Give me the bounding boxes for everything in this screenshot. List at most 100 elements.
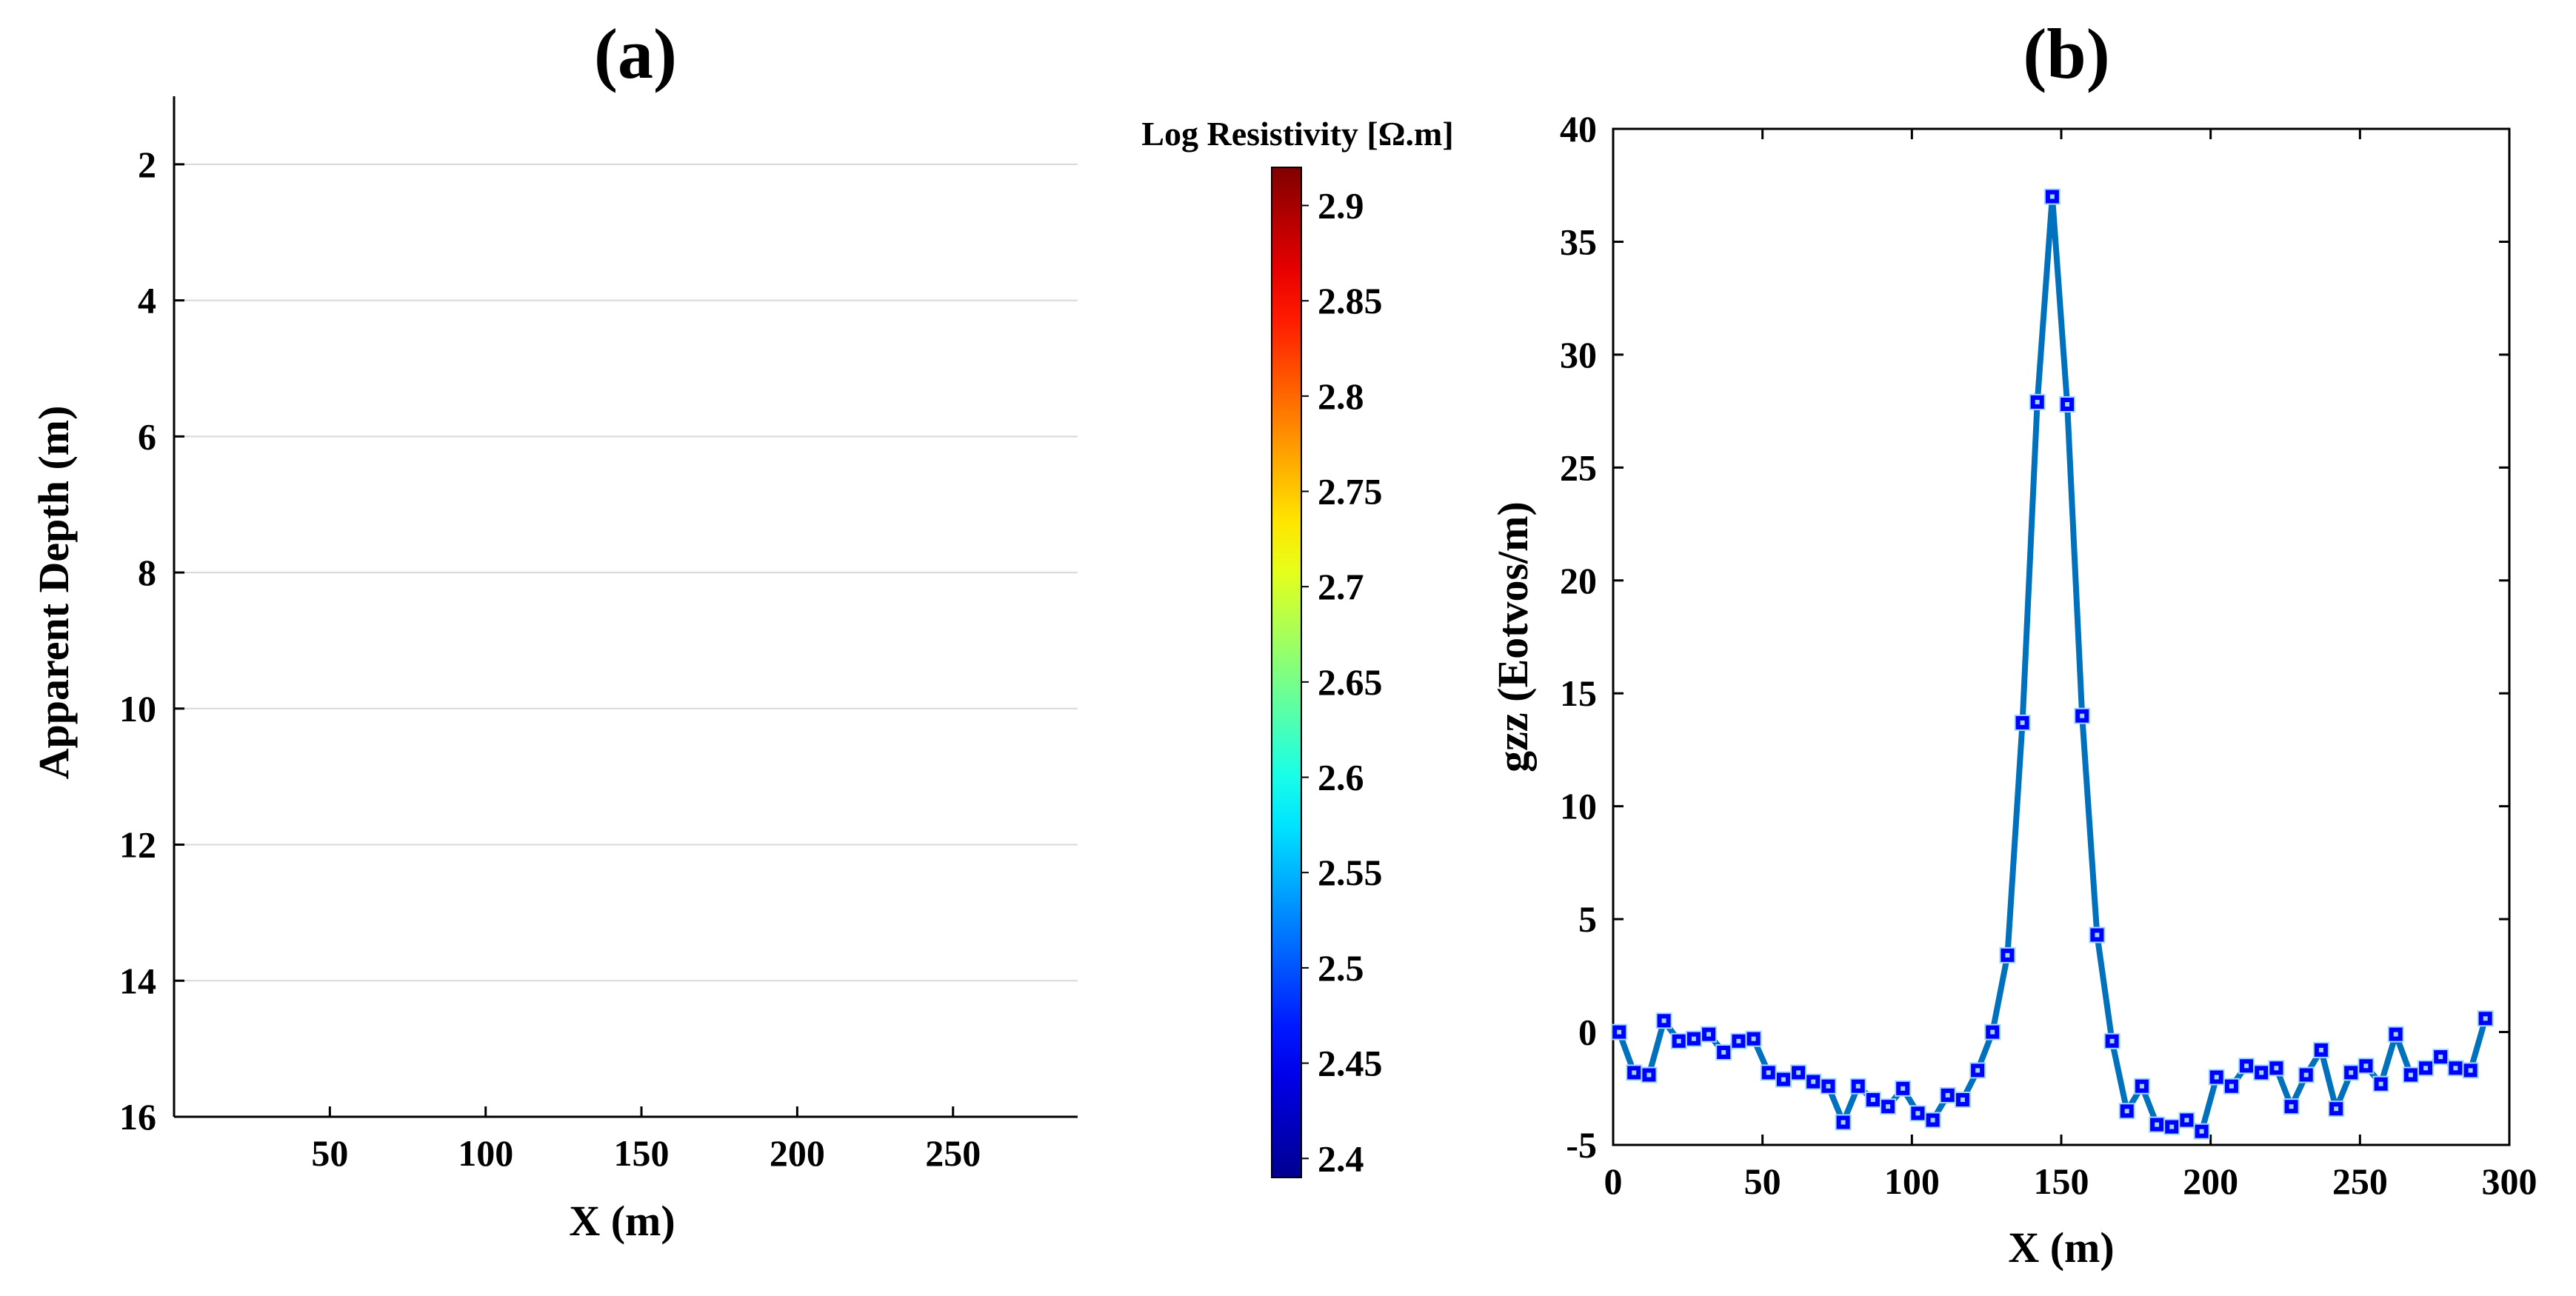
heatmap-cell — [322, 130, 330, 148]
heatmap-cell — [790, 130, 798, 148]
heatmap-cell — [766, 794, 774, 812]
heatmap-cell — [439, 624, 447, 641]
heatmap-cell — [961, 828, 969, 846]
heatmap-cell — [750, 181, 758, 199]
heatmap-cell — [298, 335, 307, 353]
heatmap-cell — [992, 419, 1000, 437]
heatmap-cell — [914, 794, 922, 812]
heatmap-cell — [1000, 504, 1008, 522]
heatmap-cell — [883, 181, 891, 199]
heatmap-cell — [307, 96, 315, 114]
heatmap-cell — [447, 318, 455, 335]
heatmap-cell — [673, 233, 681, 250]
heatmap-cell — [345, 436, 353, 454]
heatmap-cell — [478, 743, 486, 761]
heatmap-cell — [930, 862, 938, 880]
heatmap-cell — [501, 589, 510, 607]
heatmap-cell — [439, 641, 447, 658]
heatmap-cell — [844, 369, 852, 387]
heatmap-cell — [244, 130, 253, 148]
heatmap-cell — [283, 96, 291, 114]
heatmap-cell — [1007, 267, 1015, 284]
heatmap-cell — [229, 216, 237, 233]
heatmap-cell — [602, 267, 610, 284]
heatmap-cell — [548, 862, 556, 880]
heatmap-cell — [836, 709, 844, 727]
heatmap-cell — [891, 164, 899, 182]
heatmap-cell — [641, 794, 650, 812]
heatmap-cell — [657, 777, 665, 795]
heatmap-cell — [517, 233, 525, 250]
heatmap-cell — [953, 96, 961, 114]
heatmap-cell — [330, 504, 338, 522]
heatmap-cell — [548, 589, 556, 607]
heatmap-cell — [579, 675, 587, 692]
heatmap-cell — [400, 777, 408, 795]
heatmap-cell — [696, 895, 704, 913]
heatmap-cell — [517, 402, 525, 420]
heatmap-cell — [735, 385, 743, 403]
heatmap-cell — [602, 692, 610, 709]
heatmap-cell — [579, 641, 587, 658]
heatmap-cell — [221, 402, 229, 420]
heatmap-cell — [976, 130, 984, 148]
heatmap-cell — [743, 624, 751, 641]
heatmap-cell — [891, 879, 899, 897]
heatmap-cell — [416, 675, 424, 692]
heatmap-cell — [548, 828, 556, 846]
heatmap-cell — [634, 794, 642, 812]
heatmap-cell — [914, 216, 922, 233]
heatmap-cell — [626, 147, 634, 165]
heatmap-cell — [198, 198, 206, 216]
heatmap-cell — [898, 335, 907, 353]
heatmap-cell — [743, 709, 751, 727]
heatmap-cell — [750, 845, 758, 863]
heatmap-cell — [548, 436, 556, 454]
heatmap-cell — [533, 96, 541, 114]
heatmap-cell — [860, 233, 868, 250]
heatmap-cell — [650, 436, 658, 454]
heatmap-cell — [400, 352, 408, 370]
heatmap-cell — [610, 760, 618, 778]
heatmap-cell — [743, 453, 751, 471]
heatmap-cell — [743, 267, 751, 284]
heatmap-cell — [727, 538, 735, 556]
heatmap-cell — [322, 760, 330, 778]
heatmap-cell — [267, 658, 276, 675]
heatmap-cell — [665, 301, 673, 318]
heatmap-cell — [719, 402, 727, 420]
heatmap-cell — [424, 164, 432, 182]
heatmap-cell — [267, 453, 276, 471]
heatmap-cell — [1023, 402, 1031, 420]
heatmap-cell — [898, 726, 907, 744]
heatmap-cell — [984, 318, 992, 335]
heatmap-cell — [961, 658, 969, 675]
heatmap-cell — [1038, 284, 1047, 301]
heatmap-cell — [898, 589, 907, 607]
heatmap-cell — [774, 658, 782, 675]
heatmap-cell — [610, 538, 618, 556]
heatmap-cell — [766, 504, 774, 522]
heatmap-cell — [517, 828, 525, 846]
heatmap-cell — [930, 589, 938, 607]
heatmap-cell — [704, 538, 712, 556]
heatmap-cell — [322, 96, 330, 114]
heatmap-cell — [455, 385, 463, 403]
heatmap-cell — [267, 504, 276, 522]
heatmap-cell — [1023, 164, 1031, 182]
heatmap-cell — [860, 487, 868, 505]
heatmap-cell — [376, 181, 384, 199]
heatmap-cell — [860, 624, 868, 641]
heatmap-cell — [307, 726, 315, 744]
heatmap-cell — [555, 675, 564, 692]
heatmap-cell — [992, 385, 1000, 403]
heatmap-cell — [657, 419, 665, 437]
heatmap-cell — [898, 743, 907, 761]
heatmap-cell — [743, 777, 751, 795]
heatmap-cell — [587, 284, 595, 301]
heatmap-cell — [626, 250, 634, 267]
heatmap-cell — [376, 369, 384, 387]
heatmap-cell — [424, 147, 432, 165]
heatmap-cell — [447, 216, 455, 233]
heatmap-cell — [345, 267, 353, 284]
